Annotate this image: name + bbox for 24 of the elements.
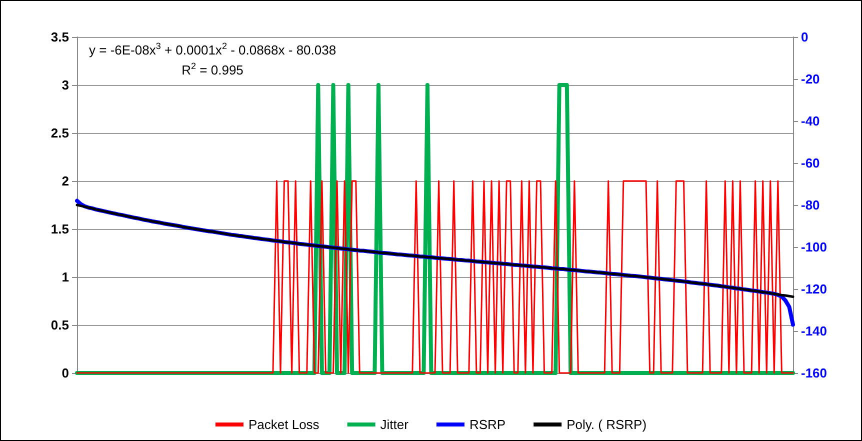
- y2-tick-label: -60: [801, 156, 820, 170]
- y2-tick-label: -120: [801, 282, 828, 296]
- y-tick-label: 2: [62, 174, 69, 188]
- y2-tick-label: 0: [801, 30, 808, 44]
- y2-tick-label: -100: [801, 240, 828, 254]
- y2-tick-label: -160: [801, 366, 828, 380]
- legend-label: Packet Loss: [248, 417, 320, 432]
- y2-tick-label: -40: [801, 114, 820, 128]
- legend-label: Poly. ( RSRP): [566, 417, 647, 432]
- y-tick-label: 3.5: [50, 30, 69, 44]
- y-tick-label: 2.5: [50, 126, 69, 140]
- y2-tick-label: -80: [801, 198, 820, 212]
- y-tick-label: 0: [62, 366, 69, 380]
- y-tick-label: 3: [62, 78, 69, 92]
- line-series: [76, 204, 794, 298]
- legend-label: RSRP: [469, 417, 506, 432]
- y2-tick-label: -20: [801, 72, 820, 86]
- y2-tick-label: -140: [801, 324, 828, 338]
- annotation: R$^{2}$ = 0.995: [180, 60, 244, 79]
- y-tick-label: 1: [62, 270, 69, 284]
- y-tick-label: 1.5: [50, 222, 69, 236]
- legend-label: Jitter: [380, 417, 410, 432]
- annotation: y = -6E-08x$^{3}$ + 0.0001x$^{2}$ - 0.0868x - 80.038: [89, 40, 336, 58]
- y-tick-label: 0.5: [50, 318, 69, 332]
